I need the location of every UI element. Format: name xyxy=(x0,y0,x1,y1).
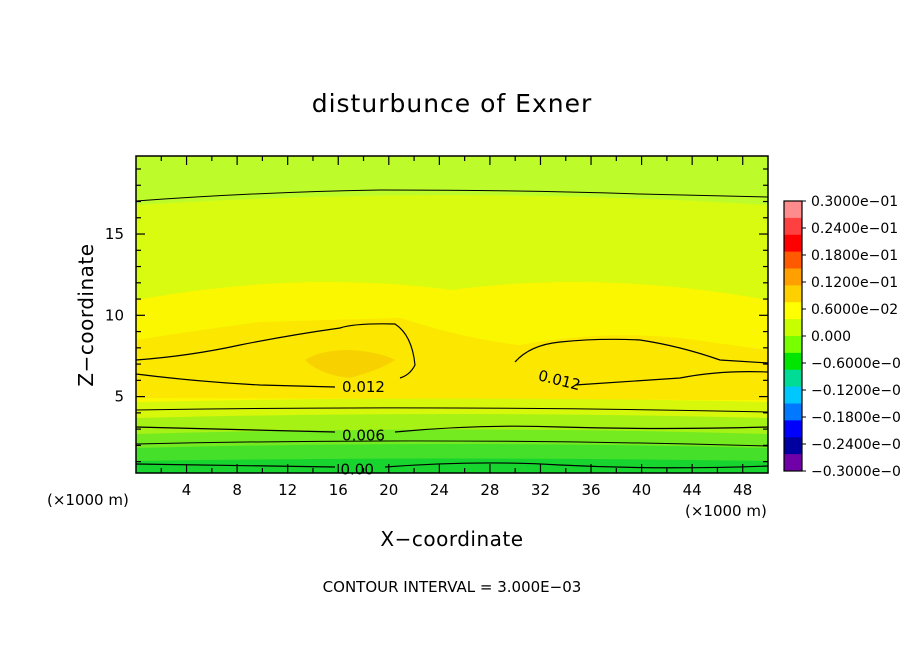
colorbar-label: −0.6000e−0 xyxy=(811,356,901,372)
colorbar-segment xyxy=(784,437,802,455)
contour-line-0006-left xyxy=(136,426,336,433)
colorbar-label: 0.000 xyxy=(811,329,851,345)
x-tick-label: 32 xyxy=(531,481,550,499)
y-tick-label: 15 xyxy=(105,225,124,243)
x-tick-label: 40 xyxy=(632,481,651,499)
contour-label: 0.006 xyxy=(342,427,385,445)
colorbar-segment xyxy=(784,251,802,269)
band-core-yellow xyxy=(136,318,768,400)
colorbar-label: −0.1200e−0 xyxy=(811,383,901,399)
x-unit-right: (×1000 m) xyxy=(685,502,767,520)
colorbar-label: 0.2400e−01 xyxy=(811,221,898,237)
colorbar-label: −0.2400e−0 xyxy=(811,437,901,453)
chart-title: disturbunce of Exner xyxy=(312,89,593,118)
y-tick-label: 10 xyxy=(105,306,124,324)
colorbar-label: −0.1800e−0 xyxy=(811,410,901,426)
band-lower-5 xyxy=(136,458,768,473)
contour-label: 0.012 xyxy=(342,378,385,396)
colorbar-label: 0.1200e−01 xyxy=(811,275,898,291)
x-tick-label: 12 xyxy=(278,481,297,499)
contour-line-0012-right-lower xyxy=(574,371,768,386)
plot-area xyxy=(136,156,768,473)
y-axis-ticks: 5 10 15 xyxy=(105,168,768,463)
colorbar-label: 0.6000e−02 xyxy=(811,302,898,318)
colorbar-segment xyxy=(784,302,802,320)
contour-label: 0.00 xyxy=(340,461,373,479)
y-tick-label: 5 xyxy=(114,388,124,406)
x-tick-label: 44 xyxy=(683,481,702,499)
band-max-left xyxy=(305,350,395,378)
colorbar-label: 0.3000e−01 xyxy=(811,194,898,210)
x-tick-label: 20 xyxy=(379,481,398,499)
contour-line-0012-right-upper xyxy=(514,338,768,364)
contour-line-0009 xyxy=(136,407,768,413)
colorbar-segment xyxy=(784,352,802,371)
colorbar-segment xyxy=(784,403,802,421)
x-axis-label: X−coordinate xyxy=(380,527,523,551)
x-tick-label: 24 xyxy=(430,481,449,499)
colorbar-segment xyxy=(784,217,802,236)
contour-lines xyxy=(136,189,768,469)
x-unit-left: (×1000 m) xyxy=(47,491,129,509)
x-tick-label: 4 xyxy=(182,481,192,499)
colorbar-label: −0.3000e−0 xyxy=(811,464,901,480)
contour-line-0003 xyxy=(136,440,768,447)
x-tick-label: 36 xyxy=(581,481,600,499)
colorbar-segment xyxy=(784,234,802,253)
x-tick-label: 8 xyxy=(232,481,242,499)
contour-line-0000-right xyxy=(384,462,768,469)
contour-line-0000-left xyxy=(136,463,336,468)
plot-frame xyxy=(135,155,769,474)
contour-interval-note: CONTOUR INTERVAL = 3.000E−03 xyxy=(323,578,582,596)
colorbar-segment xyxy=(784,336,802,354)
x-axis-ticks: 4 8 12 16 20 24 28 32 36 40 44 48 xyxy=(160,156,752,499)
y-axis-label: Z−coordinate xyxy=(74,243,98,386)
x-tick-label: 28 xyxy=(480,481,499,499)
colorbar-segment xyxy=(784,319,802,337)
x-tick-label: 48 xyxy=(733,481,752,499)
colorbar-segment xyxy=(784,386,802,404)
contour-line-0006-right xyxy=(394,425,768,433)
colorbar-segment xyxy=(784,268,802,286)
colorbar-segment xyxy=(784,369,802,388)
colorbar-label: 0.1800e−01 xyxy=(811,248,898,264)
contour-line-0012-left-upper xyxy=(136,323,416,379)
colorbar: 0.3000e−01 0.2400e−01 0.1800e−01 0.1200e−01… xyxy=(783,194,901,480)
contour-line-0012-left-lower xyxy=(136,373,336,388)
colorbar-segment xyxy=(784,201,802,219)
contour-line-upper xyxy=(136,189,768,202)
x-tick-label: 16 xyxy=(329,481,348,499)
colorbar-segment xyxy=(784,285,802,303)
colorbar-segment xyxy=(784,454,802,472)
colorbar-segment xyxy=(784,420,802,438)
